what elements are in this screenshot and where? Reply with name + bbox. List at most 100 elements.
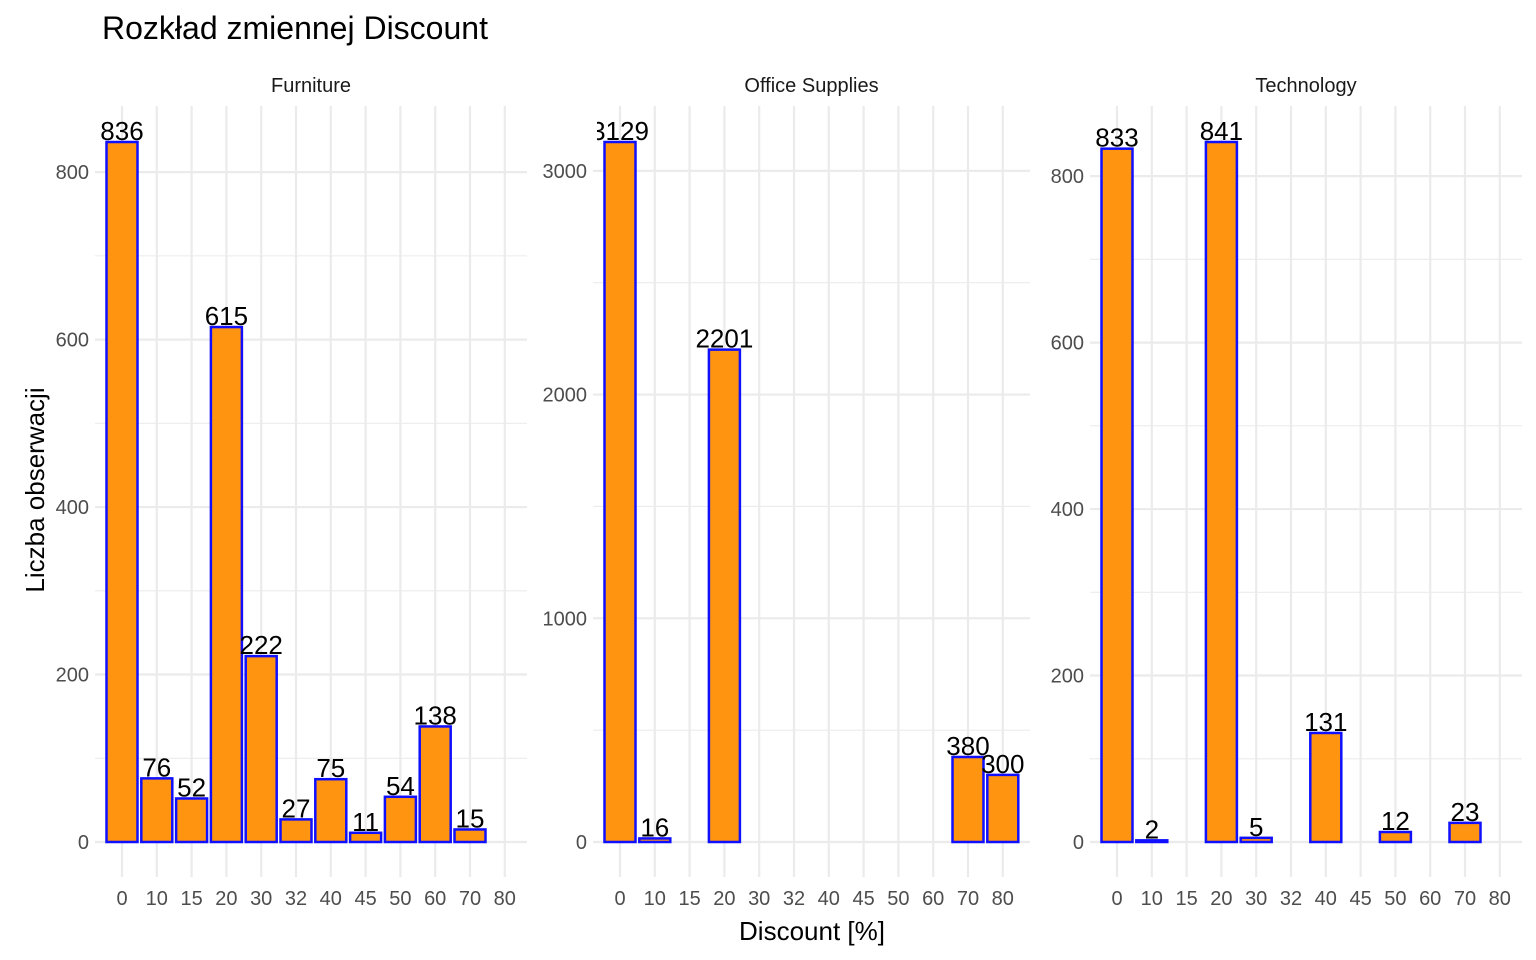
y-tick-label: 400 [56, 497, 89, 519]
x-tick-label: 40 [818, 888, 840, 910]
facet-panel-1: Office Supplies 0 1000 2000 3000 0 10 15 20 30 32 4… [543, 75, 1030, 910]
bar-value-label: 5 [1249, 812, 1263, 842]
y-tick-label: 600 [1051, 333, 1084, 355]
bar-value-label: 2 [1145, 814, 1159, 844]
x-axis-title: Discount [%] [739, 916, 885, 946]
facet-panel-2: Technology 0 200 400 600 800 0 10 15 20 30 32 40 45 50… [1051, 75, 1522, 910]
y-tick-label: 800 [1051, 166, 1084, 188]
x-tick-label: 32 [285, 888, 307, 910]
bar-value-label: 54 [386, 771, 415, 801]
bar-value-label: 75 [316, 753, 345, 783]
bar-value-label: 300 [981, 749, 1024, 779]
bar [986, 773, 1020, 844]
x-tick-label: 50 [389, 888, 411, 910]
bar-value-label: 15 [456, 803, 485, 833]
y-tick-label: 0 [78, 832, 89, 854]
bar [140, 777, 174, 844]
bar-value-label: 222 [240, 630, 283, 660]
x-tick-label: 20 [215, 888, 237, 910]
bar-value-label: 2201 [695, 324, 753, 354]
y-tick-label: 200 [56, 665, 89, 687]
bar [603, 140, 637, 844]
bar [1239, 836, 1273, 844]
bar [348, 831, 383, 844]
x-tick-label: 60 [1419, 888, 1441, 910]
bar-value-label: 131 [1304, 707, 1347, 737]
x-tick-label: 70 [1454, 888, 1476, 910]
x-tick-label: 0 [1111, 888, 1122, 910]
bar-value-label: 12 [1381, 806, 1410, 836]
bar-value-label: 11 [352, 807, 379, 837]
x-tick-label: 20 [1210, 888, 1232, 910]
y-tick-label: 600 [56, 330, 89, 352]
x-tick-label: 15 [180, 888, 202, 910]
bar [244, 654, 278, 844]
bar [453, 828, 487, 844]
bar [105, 140, 139, 844]
y-tick-label: 2000 [543, 385, 588, 407]
facet-strip-label: Furniture [271, 75, 351, 97]
x-tick-label: 80 [992, 888, 1014, 910]
bar-value-label: 138 [414, 700, 457, 730]
bar [1309, 731, 1343, 844]
x-tick-label: 30 [748, 888, 770, 910]
y-tick-label: 800 [56, 162, 89, 184]
bar [1100, 147, 1134, 844]
chart-title: Rozkład zmiennej Discount [102, 10, 488, 46]
bar-value-label: 23 [1451, 797, 1480, 827]
x-tick-label: 32 [783, 888, 805, 910]
bars-group: 833 2 841 5 131 12 23 [1095, 116, 1482, 844]
x-tick-label: 80 [494, 888, 516, 910]
bar-value-label: 841 [1200, 116, 1243, 146]
x-tick-label: 10 [146, 888, 168, 910]
bar-value-label: 3129 [591, 116, 649, 146]
bar-value-label: 380 [946, 731, 989, 761]
bar-value-label: 833 [1095, 123, 1138, 153]
bar-value-label: 76 [142, 752, 171, 782]
facet-strip-label: Technology [1255, 75, 1356, 97]
facet-panel-0: Furniture 0 200 400 600 800 0 10 15 20 30 32 40 45 50 6… [56, 75, 527, 910]
bar [1135, 839, 1169, 844]
bar [707, 348, 742, 844]
x-tick-label: 20 [713, 888, 735, 910]
x-tick-label: 60 [424, 888, 446, 910]
bar [209, 325, 244, 844]
x-tick-label: 60 [922, 888, 944, 910]
bar [951, 755, 985, 844]
bar-value-label: 27 [282, 793, 311, 823]
x-tick-label: 10 [644, 888, 666, 910]
x-tick-label: 0 [614, 888, 625, 910]
x-tick-label: 45 [1349, 888, 1371, 910]
x-tick-label: 40 [1315, 888, 1337, 910]
x-tick-label: 50 [1384, 888, 1406, 910]
bar [279, 818, 313, 844]
bar [1204, 140, 1239, 844]
bar-value-label: 16 [640, 812, 669, 842]
bar-value-label: 615 [205, 301, 248, 331]
x-tick-label: 70 [957, 888, 979, 910]
x-tick-label: 80 [1489, 888, 1511, 910]
x-tick-label: 40 [320, 888, 342, 910]
y-tick-label: 400 [1051, 499, 1084, 521]
x-tick-label: 32 [1280, 888, 1302, 910]
bar [383, 795, 418, 844]
bar [418, 725, 452, 844]
x-tick-label: 45 [354, 888, 376, 910]
x-tick-label: 30 [1245, 888, 1267, 910]
x-tick-label: 70 [459, 888, 481, 910]
facet-strip-label: Office Supplies [744, 75, 878, 97]
y-tick-label: 3000 [543, 161, 588, 183]
x-tick-label: 10 [1141, 888, 1163, 910]
x-tick-label: 0 [116, 888, 127, 910]
bar [1448, 821, 1482, 844]
x-tick-label: 15 [678, 888, 700, 910]
y-tick-label: 1000 [543, 608, 588, 630]
y-tick-label: 0 [1073, 832, 1084, 854]
x-tick-label: 15 [1175, 888, 1197, 910]
bar [174, 797, 209, 844]
bar-value-label: 836 [100, 116, 143, 146]
